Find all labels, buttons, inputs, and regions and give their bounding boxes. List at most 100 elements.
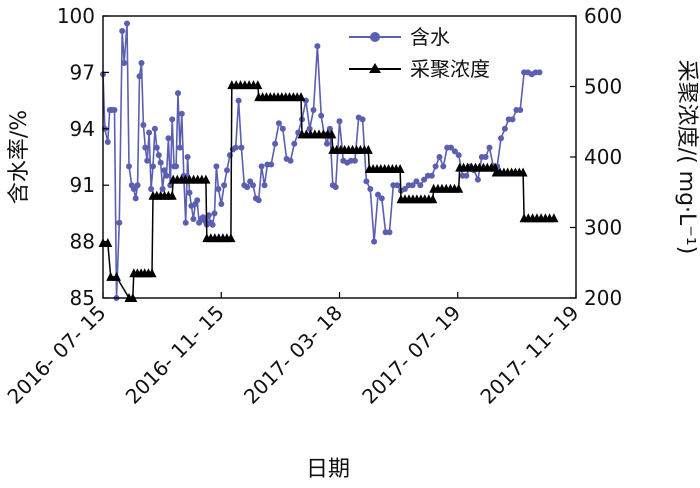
- polymer-concentration-point: [147, 268, 157, 278]
- water-cut-series: [100, 20, 543, 301]
- water-cut-point: [121, 60, 128, 66]
- water-cut-point: [175, 90, 181, 97]
- left-axis-tick-label: 97: [70, 60, 95, 84]
- water-cut-point: [440, 163, 447, 170]
- water-cut-point: [455, 152, 462, 159]
- water-cut-point: [250, 182, 256, 189]
- right-axis-tick-label: 600: [584, 4, 622, 28]
- polymer-concentration-point: [167, 190, 177, 200]
- water-cut-point: [142, 144, 149, 151]
- left-axis-tick-label: 88: [70, 230, 95, 254]
- water-cut-point: [119, 28, 126, 34]
- water-cut-point: [432, 163, 439, 170]
- x-axis-tick-label: 2016- 07- 15: [2, 301, 110, 409]
- water-cut-point: [401, 186, 408, 192]
- water-cut-point: [291, 140, 298, 147]
- water-cut-point: [272, 140, 279, 147]
- water-cut-point: [501, 125, 508, 132]
- water-cut-point: [157, 159, 164, 166]
- water-cut-point: [367, 186, 374, 192]
- water-cut-point: [232, 144, 239, 151]
- polymer-concentration-point: [363, 144, 373, 154]
- axes: 85 88 91 94 97 100 200 300 400 500 600 2016- 07- 15…: [2, 4, 622, 409]
- water-cut-point: [463, 172, 470, 179]
- right-axis-title: 采聚浓度/( mg·L⁻¹): [674, 60, 699, 255]
- water-cut-point: [474, 176, 481, 183]
- water-cut-point: [268, 161, 275, 168]
- water-cut-point: [332, 184, 339, 191]
- water-cut-point: [436, 154, 443, 160]
- water-cut-point: [310, 107, 317, 113]
- legend: 含水 采聚浓度: [349, 25, 490, 81]
- polymer-concentration-point: [226, 233, 236, 243]
- x-axis-title: 日期: [306, 457, 350, 482]
- left-axis-title: 含水率/%: [7, 110, 32, 204]
- legend-water-marker: [370, 32, 380, 42]
- polymer-concentration-point: [454, 183, 464, 193]
- water-cut-point: [104, 139, 111, 145]
- water-cut-point: [218, 201, 225, 207]
- water-cut-point: [394, 182, 401, 189]
- x-axis-tick-label: 2016- 11- 15: [121, 301, 229, 409]
- water-cut-point: [176, 144, 183, 151]
- water-cut-point: [486, 144, 493, 151]
- water-cut-point: [211, 210, 218, 217]
- polymer-concentration-point: [106, 271, 116, 281]
- polymer-concentration-point: [201, 174, 211, 184]
- water-cut-point: [413, 178, 420, 185]
- water-cut-point: [124, 20, 130, 27]
- water-cut-point: [359, 116, 366, 123]
- polymer-concentration-point: [518, 167, 528, 177]
- water-cut-point: [428, 172, 435, 179]
- water-cut-point: [116, 219, 123, 226]
- water-cut-point: [205, 212, 212, 219]
- water-cut-point: [138, 60, 145, 66]
- water-cut-point: [130, 186, 137, 192]
- polymer-concentration-point: [327, 129, 337, 139]
- x-axis-tick-label: 2017- 11- 19: [475, 301, 583, 409]
- polymer-concentration-point: [490, 162, 500, 172]
- left-axis-tick-label: 94: [70, 117, 95, 141]
- water-cut-point: [186, 189, 193, 196]
- water-cut-point: [182, 219, 189, 226]
- water-cut-point: [261, 182, 268, 189]
- water-cut-point: [287, 157, 294, 164]
- water-cut-point: [151, 125, 158, 132]
- water-cut-point: [190, 216, 197, 222]
- x-axis-tick-label: 2017- 03- 18: [239, 301, 347, 409]
- water-cut-point: [194, 197, 201, 204]
- legend-polymer-label: 采聚浓度: [410, 57, 490, 81]
- water-cut-point: [363, 178, 370, 185]
- water-cut-point: [173, 163, 180, 170]
- left-axis-tick-label: 100: [57, 4, 95, 28]
- water-cut-point: [144, 157, 151, 164]
- water-cut-point: [224, 167, 230, 174]
- x-axis-tick-label: 2017- 07- 19: [357, 301, 465, 409]
- water-cut-point: [324, 140, 330, 147]
- legend-polymer-marker: [369, 63, 381, 73]
- water-cut-point: [159, 186, 166, 192]
- water-cut-point: [215, 186, 222, 192]
- polymer-concentration-series: [98, 80, 559, 302]
- water-cut-point: [153, 144, 160, 151]
- water-cut-point: [178, 110, 185, 117]
- water-cut-point: [134, 182, 141, 189]
- water-cut-point: [132, 195, 139, 202]
- water-cut-point: [258, 163, 265, 170]
- water-cut-point: [336, 118, 343, 125]
- water-cut-point: [148, 186, 155, 192]
- water-cut-point: [244, 184, 251, 191]
- water-cut-point: [213, 163, 220, 170]
- water-cut-point: [184, 154, 191, 160]
- water-cut-point: [150, 163, 156, 170]
- polymer-concentration-point: [112, 271, 121, 281]
- water-cut-point: [409, 182, 416, 189]
- water-cut-point: [279, 125, 286, 132]
- water-cut-point: [140, 122, 147, 128]
- water-cut-point: [161, 167, 168, 174]
- water-cut-point: [306, 125, 313, 132]
- right-axis-tick-label: 200: [584, 286, 622, 310]
- water-cut-point: [417, 182, 424, 189]
- water-cut-point: [155, 152, 162, 159]
- water-cut-point: [221, 182, 228, 189]
